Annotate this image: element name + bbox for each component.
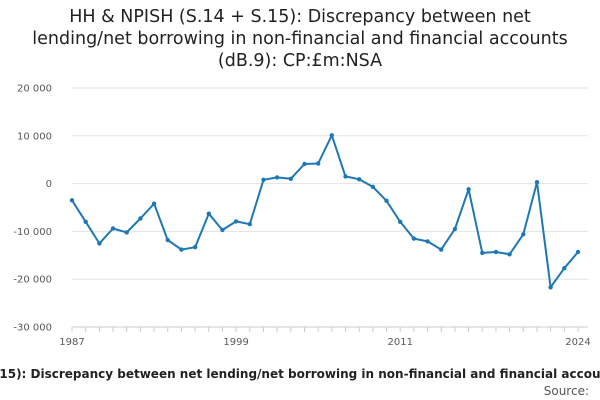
data-point[interactable]	[302, 161, 307, 167]
data-point[interactable]	[192, 245, 198, 250]
chart-title: HH & NPISH (S.14 + S.15): Discrepancy be…	[0, 6, 600, 72]
data-point[interactable]	[343, 174, 348, 179]
data-point[interactable]	[261, 177, 266, 182]
data-point[interactable]	[493, 249, 499, 255]
data-point[interactable]	[575, 249, 581, 255]
y-tick-label: -10 000	[13, 227, 52, 238]
series-line	[71, 134, 579, 289]
chart-title-line-1: HH & NPISH (S.14 + S.15): Discrepancy be…	[69, 7, 531, 27]
data-point[interactable]	[316, 161, 321, 166]
y-tick-label: 10 000	[17, 131, 52, 142]
data-point[interactable]	[480, 250, 485, 256]
y-tick-label: 20 000	[17, 84, 52, 95]
data-point[interactable]	[151, 201, 157, 206]
data-point[interactable]	[534, 180, 540, 185]
data-point[interactable]	[288, 176, 293, 181]
x-tick-label: 1999	[223, 337, 248, 348]
y-tick-label: -20 000	[13, 275, 52, 286]
data-point[interactable]	[206, 211, 211, 216]
x-tick-label: 2011	[387, 337, 412, 348]
y-axis: 20 000 10 000 0 -10 000 -20 000 -30 000	[13, 84, 52, 334]
data-point[interactable]	[439, 247, 444, 252]
data-point[interactable]	[548, 285, 553, 290]
data-point[interactable]	[69, 198, 75, 203]
data-point[interactable]	[83, 219, 88, 224]
x-tick-label: 2024	[565, 337, 590, 348]
y-tick-label: -30 000	[13, 323, 52, 334]
data-point[interactable]	[138, 216, 143, 221]
data-point[interactable]	[562, 266, 567, 271]
data-point[interactable]	[110, 226, 116, 231]
data-point[interactable]	[274, 175, 280, 180]
chart-title-line-3: (dB.9): CP:£m:NSA	[217, 51, 383, 71]
source-label: Source:	[544, 384, 589, 398]
x-axis: 1987 1999 2011 2024	[59, 326, 591, 348]
data-point[interactable]	[398, 219, 403, 224]
series-layer	[69, 133, 581, 290]
data-point[interactable]	[384, 198, 389, 203]
x-tick-label: 1987	[59, 337, 84, 348]
data-point[interactable]	[247, 222, 252, 227]
data-point[interactable]	[220, 227, 225, 233]
data-point[interactable]	[97, 241, 102, 246]
data-point[interactable]	[179, 247, 184, 252]
data-point[interactable]	[411, 236, 417, 241]
data-point[interactable]	[507, 252, 512, 257]
data-point[interactable]	[370, 184, 376, 190]
data-point[interactable]	[124, 230, 129, 235]
data-point[interactable]	[165, 237, 170, 243]
data-point[interactable]	[521, 232, 526, 237]
data-point[interactable]	[452, 226, 458, 232]
data-point[interactable]	[233, 219, 239, 224]
data-point[interactable]	[329, 133, 334, 138]
data-point[interactable]	[425, 239, 430, 244]
legend-entry: HH & NPISH (S.14 + S.15): Discrepancy be…	[0, 367, 600, 381]
y-tick-label: 0	[46, 179, 52, 190]
data-point[interactable]	[466, 187, 471, 192]
chart-title-line-2: lending/net borrowing in non-financial a…	[32, 29, 568, 49]
data-point[interactable]	[357, 177, 362, 182]
